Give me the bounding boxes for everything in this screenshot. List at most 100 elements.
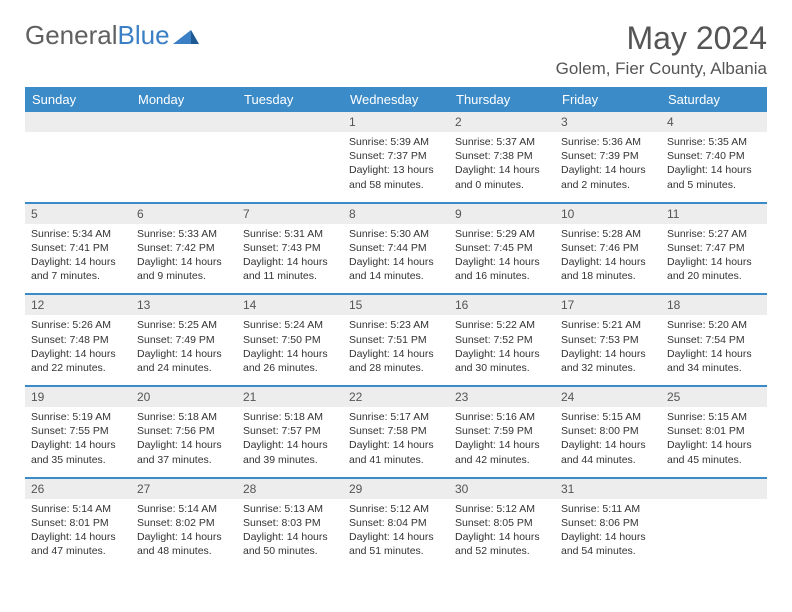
sunset-text: Sunset: 8:04 PM <box>349 516 443 530</box>
calendar-day: 16Sunrise: 5:22 AMSunset: 7:52 PMDayligh… <box>449 294 555 386</box>
daylight-text: Daylight: 14 hours and 52 minutes. <box>455 530 549 558</box>
day-body: Sunrise: 5:15 AMSunset: 8:00 PMDaylight:… <box>555 407 661 477</box>
calendar-day: 5Sunrise: 5:34 AMSunset: 7:41 PMDaylight… <box>25 203 131 295</box>
calendar-day: 28Sunrise: 5:13 AMSunset: 8:03 PMDayligh… <box>237 478 343 569</box>
calendar-table: SundayMondayTuesdayWednesdayThursdayFrid… <box>25 87 767 568</box>
sunset-text: Sunset: 7:44 PM <box>349 241 443 255</box>
weekday-header: Monday <box>131 87 237 112</box>
calendar-header: SundayMondayTuesdayWednesdayThursdayFrid… <box>25 87 767 112</box>
day-number: 31 <box>555 479 661 499</box>
calendar-day: 8Sunrise: 5:30 AMSunset: 7:44 PMDaylight… <box>343 203 449 295</box>
day-number: 11 <box>661 204 767 224</box>
daylight-text: Daylight: 14 hours and 48 minutes. <box>137 530 231 558</box>
calendar-day: 11 Sunrise: 5:27 AMSunset: 7:47 PMDayligh… <box>661 203 767 295</box>
day-number: 20 <box>131 387 237 407</box>
logo: GeneralBlue <box>25 20 199 51</box>
sunrise-text: Sunrise: 5:16 AM <box>455 410 549 424</box>
day-number: 12 <box>25 295 131 315</box>
sunset-text: Sunset: 7:47 PM <box>667 241 761 255</box>
daylight-text: Daylight: 14 hours and 34 minutes. <box>667 347 761 375</box>
calendar-day: 30Sunrise: 5:12 AMSunset: 8:05 PMDayligh… <box>449 478 555 569</box>
day-body: Sunrise: 5:35 AMSunset: 7:40 PMDaylight:… <box>661 132 767 202</box>
calendar-day: 27Sunrise: 5:14 AMSunset: 8:02 PMDayligh… <box>131 478 237 569</box>
day-body: Sunrise: 5:18 AMSunset: 7:56 PMDaylight:… <box>131 407 237 477</box>
weekday-header: Wednesday <box>343 87 449 112</box>
sunset-text: Sunset: 7:48 PM <box>31 333 125 347</box>
daylight-text: Daylight: 14 hours and 50 minutes. <box>243 530 337 558</box>
sunrise-text: Sunrise: 5:24 AM <box>243 318 337 332</box>
calendar-body: 1Sunrise: 5:39 AMSunset: 7:37 PMDaylight… <box>25 112 767 568</box>
daylight-text: Daylight: 14 hours and 41 minutes. <box>349 438 443 466</box>
sunset-text: Sunset: 7:46 PM <box>561 241 655 255</box>
day-body: Sunrise: 5:30 AMSunset: 7:44 PMDaylight:… <box>343 224 449 294</box>
day-number: 24 <box>555 387 661 407</box>
day-number: 21 <box>237 387 343 407</box>
day-body: Sunrise: 5:29 AMSunset: 7:45 PMDaylight:… <box>449 224 555 294</box>
calendar-week: 26Sunrise: 5:14 AMSunset: 8:01 PMDayligh… <box>25 478 767 569</box>
daylight-text: Daylight: 14 hours and 0 minutes. <box>455 163 549 191</box>
sunrise-text: Sunrise: 5:31 AM <box>243 227 337 241</box>
daylight-text: Daylight: 14 hours and 2 minutes. <box>561 163 655 191</box>
calendar-day <box>131 112 237 203</box>
sunrise-text: Sunrise: 5:11 AM <box>561 502 655 516</box>
day-body <box>237 132 343 202</box>
calendar-day <box>25 112 131 203</box>
sunset-text: Sunset: 7:55 PM <box>31 424 125 438</box>
sunrise-text: Sunrise: 5:22 AM <box>455 318 549 332</box>
sunset-text: Sunset: 7:53 PM <box>561 333 655 347</box>
day-number: 25 <box>661 387 767 407</box>
sunset-text: Sunset: 7:40 PM <box>667 149 761 163</box>
calendar-week: 12Sunrise: 5:26 AMSunset: 7:48 PMDayligh… <box>25 294 767 386</box>
calendar-day: 13Sunrise: 5:25 AMSunset: 7:49 PMDayligh… <box>131 294 237 386</box>
day-body: Sunrise: 5:31 AMSunset: 7:43 PMDaylight:… <box>237 224 343 294</box>
daylight-text: Daylight: 14 hours and 24 minutes. <box>137 347 231 375</box>
daylight-text: Daylight: 14 hours and 37 minutes. <box>137 438 231 466</box>
weekday-header: Tuesday <box>237 87 343 112</box>
daylight-text: Daylight: 14 hours and 11 minutes. <box>243 255 337 283</box>
sunrise-text: Sunrise: 5:29 AM <box>455 227 549 241</box>
day-number: 18 <box>661 295 767 315</box>
calendar-day: 12Sunrise: 5:26 AMSunset: 7:48 PMDayligh… <box>25 294 131 386</box>
daylight-text: Daylight: 14 hours and 30 minutes. <box>455 347 549 375</box>
sunset-text: Sunset: 7:37 PM <box>349 149 443 163</box>
day-body: Sunrise: 5:16 AMSunset: 7:59 PMDaylight:… <box>449 407 555 477</box>
sunset-text: Sunset: 8:06 PM <box>561 516 655 530</box>
daylight-text: Daylight: 14 hours and 28 minutes. <box>349 347 443 375</box>
day-number: 1 <box>343 112 449 132</box>
day-body: Sunrise: 5:14 AMSunset: 8:01 PMDaylight:… <box>25 499 131 569</box>
sunrise-text: Sunrise: 5:39 AM <box>349 135 443 149</box>
day-body: Sunrise: 5:22 AMSunset: 7:52 PMDaylight:… <box>449 315 555 385</box>
daylight-text: Daylight: 13 hours and 58 minutes. <box>349 163 443 191</box>
day-body <box>25 132 131 202</box>
day-number <box>131 112 237 132</box>
daylight-text: Daylight: 14 hours and 7 minutes. <box>31 255 125 283</box>
day-body: Sunrise: 5:25 AMSunset: 7:49 PMDaylight:… <box>131 315 237 385</box>
sunrise-text: Sunrise: 5:18 AM <box>243 410 337 424</box>
daylight-text: Daylight: 14 hours and 20 minutes. <box>667 255 761 283</box>
sunset-text: Sunset: 8:01 PM <box>31 516 125 530</box>
sunrise-text: Sunrise: 5:23 AM <box>349 318 443 332</box>
calendar-day: 6Sunrise: 5:33 AMSunset: 7:42 PMDaylight… <box>131 203 237 295</box>
sunset-text: Sunset: 7:42 PM <box>137 241 231 255</box>
day-body: Sunrise: 5:24 AMSunset: 7:50 PMDaylight:… <box>237 315 343 385</box>
day-body: Sunrise: 5:15 AMSunset: 8:01 PMDaylight:… <box>661 407 767 477</box>
sunrise-text: Sunrise: 5:15 AM <box>561 410 655 424</box>
calendar-day: 9Sunrise: 5:29 AMSunset: 7:45 PMDaylight… <box>449 203 555 295</box>
sunrise-text: Sunrise: 5:19 AM <box>31 410 125 424</box>
day-number <box>25 112 131 132</box>
daylight-text: Daylight: 14 hours and 5 minutes. <box>667 163 761 191</box>
sunrise-text: Sunrise: 5:28 AM <box>561 227 655 241</box>
day-number: 29 <box>343 479 449 499</box>
weekday-header: Sunday <box>25 87 131 112</box>
day-body: Sunrise: 5:28 AMSunset: 7:46 PMDaylight:… <box>555 224 661 294</box>
sunrise-text: Sunrise: 5:18 AM <box>137 410 231 424</box>
sunrise-text: Sunrise: 5:27 AM <box>667 227 761 241</box>
sunset-text: Sunset: 7:54 PM <box>667 333 761 347</box>
logo-text-1: General <box>25 20 118 51</box>
sunset-text: Sunset: 8:03 PM <box>243 516 337 530</box>
sunset-text: Sunset: 7:56 PM <box>137 424 231 438</box>
sunset-text: Sunset: 7:52 PM <box>455 333 549 347</box>
calendar-day: 7Sunrise: 5:31 AMSunset: 7:43 PMDaylight… <box>237 203 343 295</box>
weekday-header: Thursday <box>449 87 555 112</box>
sunset-text: Sunset: 8:05 PM <box>455 516 549 530</box>
